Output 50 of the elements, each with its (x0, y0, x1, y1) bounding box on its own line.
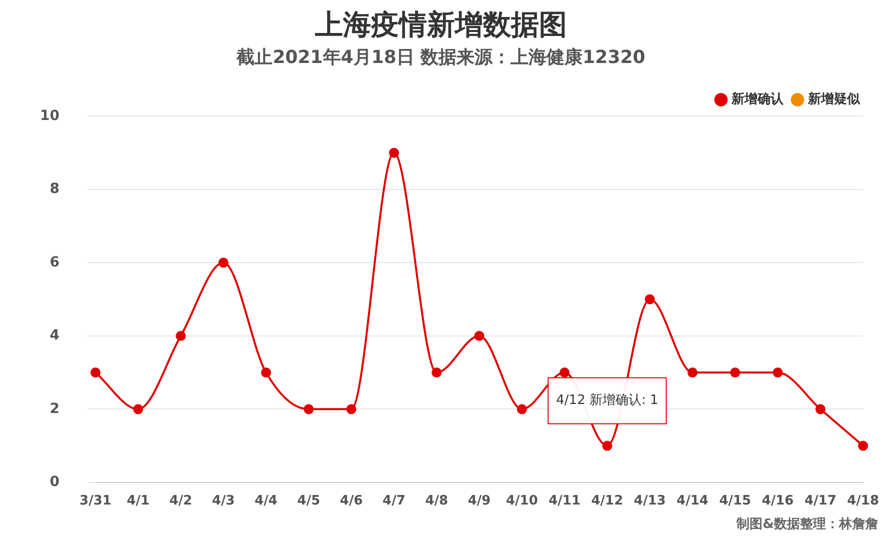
x-tick-label: 4/2 (169, 494, 192, 509)
legend-label: 新增疑似 (807, 91, 861, 108)
point (133, 404, 144, 414)
point (516, 404, 527, 414)
point (176, 330, 186, 341)
text: 制图&数据整理：林詹詹 (736, 516, 878, 532)
point (261, 368, 272, 378)
point (644, 294, 655, 304)
point (304, 404, 314, 414)
point (432, 368, 442, 378)
point (474, 330, 484, 341)
x-tick-label: 4/8 (425, 494, 448, 509)
x-tick-label: 4/5 (297, 494, 320, 509)
x-tick-label: 4/17 (804, 494, 836, 509)
x-tick-label: 4/10 (506, 494, 538, 509)
point (858, 440, 868, 451)
x-tick-label: 4/16 (762, 494, 794, 509)
point (346, 404, 356, 414)
point (602, 440, 612, 451)
point (218, 258, 228, 268)
x-tick-label: 4/12 (591, 494, 624, 509)
x-tick-label: 4/4 (254, 494, 278, 509)
point (772, 368, 783, 378)
chart-title: 上海疫情新增数据图 (314, 8, 567, 42)
chart-subtitle: 截止2021年4月18日 数据来源：上海健康12320 (236, 47, 646, 68)
y-tick-label: 8 (50, 181, 60, 198)
y-tick-label: 4 (50, 328, 60, 344)
point (730, 368, 740, 378)
y-tick-label: 6 (50, 254, 60, 270)
x-tick-label: 4/1 (126, 494, 150, 509)
x-tick-label: 4/18 (847, 494, 880, 509)
point (388, 148, 399, 158)
annotation: 4/12 新增确认: 1 (556, 393, 658, 408)
point (687, 368, 698, 378)
x-tick-label: 4/14 (676, 494, 708, 509)
y-tick-label: 2 (50, 400, 60, 417)
point (90, 368, 100, 378)
point (815, 404, 826, 414)
x-tick-label: 3/31 (80, 494, 112, 509)
x-tick-label: 4/3 (212, 494, 235, 509)
x-tick-label: 4/11 (548, 494, 580, 509)
x-tick-label: 4/7 (382, 494, 406, 509)
x-tick-label: 4/9 (468, 494, 491, 509)
x-tick-label: 4/13 (634, 494, 666, 509)
y-tick-label: 0 (50, 474, 60, 490)
point (560, 368, 570, 378)
x-tick-label: 4/6 (340, 494, 363, 509)
x-tick-label: 4/15 (719, 494, 752, 509)
legend-label: 新增确认 (730, 91, 784, 108)
y-tick-label: 10 (40, 108, 60, 124)
